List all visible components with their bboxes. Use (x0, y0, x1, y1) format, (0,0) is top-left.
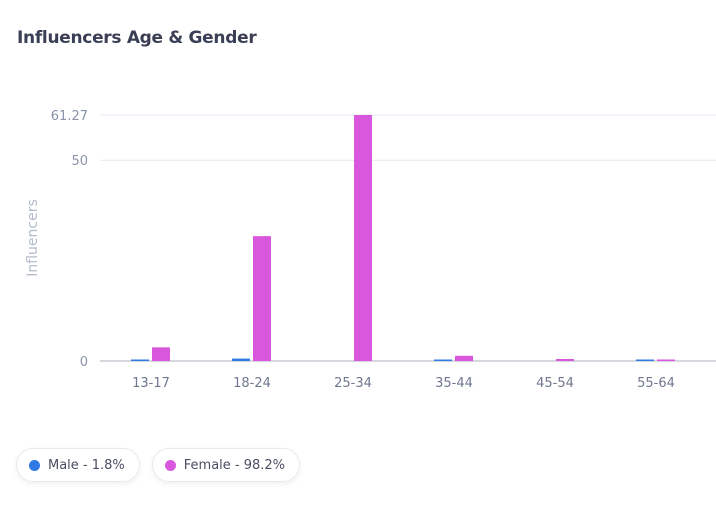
y-tick-label: 61.27 (51, 109, 88, 124)
bar-male-35-44 (434, 359, 452, 361)
y-tick-label: 0 (80, 355, 88, 370)
female-dot-icon (164, 459, 176, 471)
legend-label-male: Male - 1.8% (48, 457, 125, 473)
chart-title: Influencers Age & Gender (17, 28, 257, 48)
x-tick-label: 35-44 (435, 376, 473, 391)
legend-item-female[interactable]: Female - 98.2% (151, 448, 301, 482)
bar-female-18-24 (253, 236, 271, 361)
x-tick-label: 25-34 (334, 376, 372, 391)
bar-female-25-34 (354, 115, 372, 361)
x-tick-label: 55-64 (637, 376, 675, 391)
bar-chart: 0 50 61.27 Influencers 13-17 18-24 25-34 35-44 4… (25, 109, 716, 391)
bar-female-35-44 (455, 355, 473, 361)
male-dot-icon (29, 459, 40, 471)
bar-male-55-64 (636, 359, 654, 361)
bar-female-55-64 (657, 359, 675, 361)
x-tick-label: 13-17 (132, 376, 170, 391)
bar-male-13-17 (131, 359, 149, 361)
bar-female-45-54 (556, 358, 574, 361)
bar-female-13-17 (152, 347, 170, 361)
legend-item-male[interactable]: Male - 1.8% (16, 448, 140, 482)
x-tick-label: 18-24 (233, 376, 271, 391)
y-tick-label: 50 (71, 154, 88, 169)
bar-male-18-24 (232, 358, 250, 361)
legend: Male - 1.8% Female - 98.2% (16, 448, 301, 482)
legend-label-female: Female - 98.2% (183, 457, 286, 473)
x-tick-label: 45-54 (536, 376, 574, 391)
y-axis-label: Influencers (25, 199, 41, 277)
